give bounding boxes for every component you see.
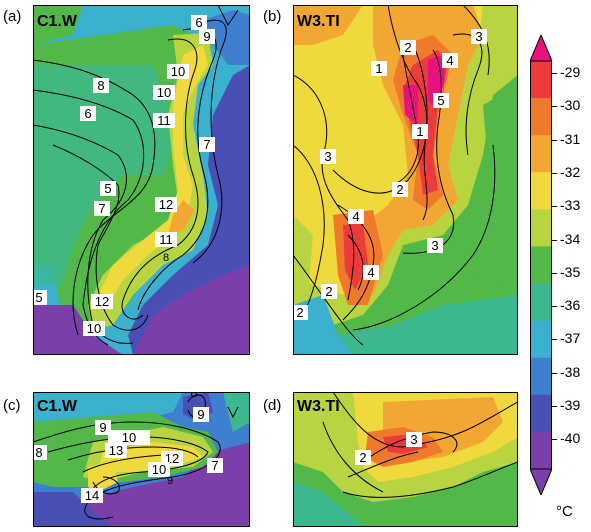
panel-a-title: C1.W: [37, 13, 78, 30]
contour-label: 5: [437, 93, 444, 108]
contour-label: 8: [163, 252, 169, 264]
colorbar-tick-label: -39: [560, 397, 581, 413]
contour-label: 12: [159, 197, 173, 212]
colorbar-bottom-extend: [530, 468, 552, 495]
colorbar-tick-label: -34: [560, 230, 581, 247]
colorbar-tick-label: -40: [560, 430, 581, 447]
contour-label: 4: [446, 53, 453, 68]
contour-label: 11: [159, 232, 173, 247]
panel-c-map: 8 9 8 9 10 13 12 10 7 9 14 C1.W: [33, 392, 250, 527]
colorbar-tick-mark: [552, 239, 557, 241]
panel-c-letter: (c): [3, 397, 21, 414]
colorbar-tick-mark: [552, 406, 557, 407]
contour-label: 10: [152, 462, 166, 477]
panel-d-title: W3.TI: [297, 398, 340, 415]
contour-label: 2: [404, 40, 411, 55]
colorbar-tick-mark: [552, 139, 557, 141]
colorbar-tick-label: -33: [560, 197, 581, 214]
colorbar-frame: [530, 60, 552, 470]
contour-label: 4: [367, 265, 374, 280]
contour-label: 1: [375, 61, 382, 76]
colorbar-segment: [530, 357, 552, 396]
contour-label: 3: [324, 149, 331, 164]
contour-label: 7: [98, 201, 105, 216]
colorbar-tick-mark: [552, 372, 557, 374]
panel-c-title: C1.W: [37, 398, 78, 415]
colorbar-segment: [530, 135, 552, 173]
colorbar-segment: [530, 320, 552, 359]
contour-label: 10: [171, 64, 185, 79]
contour-label: 3: [410, 432, 417, 447]
colorbar-tick-label: -37: [560, 330, 581, 347]
contour-label: 2: [359, 450, 366, 465]
contour-label: 14: [85, 488, 99, 503]
contour-label: 9: [197, 407, 204, 422]
colorbar-tick-label: -36: [560, 297, 581, 314]
panel-d-map: 3 2 W3.TI: [293, 392, 518, 527]
colorbar-top-extend: [530, 35, 552, 62]
colorbar-segment: [530, 209, 552, 247]
panel-d-letter: (d): [263, 397, 282, 414]
colorbar-tick-mark: [552, 306, 557, 308]
contour-label: 9: [167, 475, 173, 487]
colorbar-segment: [530, 431, 552, 469]
colorbar-tick-mark: [552, 73, 557, 74]
colorbar-tick-label: -29: [560, 64, 581, 80]
contour-label: 10: [122, 430, 136, 445]
contour-label: 5: [104, 181, 111, 196]
colorbar-tick-label: -31: [560, 130, 581, 147]
contour-label: 2: [296, 305, 303, 320]
contour-label: 2: [396, 182, 403, 197]
colorbar-tick-mark: [552, 272, 557, 274]
contour-label: 9: [203, 29, 210, 44]
colorbar-tick-label: -35: [560, 263, 581, 280]
contour-label: 10: [157, 85, 171, 100]
contour-label: 11: [157, 113, 171, 128]
colorbar-tick-mark: [552, 339, 557, 341]
contour-label: 4: [352, 209, 359, 224]
panel-b-title: W3.TI: [297, 13, 340, 30]
panel-b-letter: (b): [263, 8, 282, 25]
contour-label: 10: [87, 321, 101, 336]
colorbar: [530, 35, 552, 495]
colorbar-tick-mark: [552, 206, 557, 208]
contour-label: 3: [431, 238, 438, 253]
colorbar-tick-mark: [552, 106, 557, 108]
contour-label: 8: [190, 392, 197, 400]
panel-a-map: 6 9 8 10 6 10 11 7 5 7 12 11 8 5 12 10 C…: [33, 5, 250, 355]
colorbar-tick-label: -32: [560, 163, 581, 180]
panel-b-map: 2 3 1 4 5 1 3 2 4 3 4 2 2 W3.TI: [293, 5, 518, 355]
contour-label: 9: [99, 420, 106, 435]
colorbar-segment: [530, 246, 552, 285]
colorbar-segment: [530, 172, 552, 210]
colorbar-unit: °C: [556, 503, 573, 520]
colorbar-tick-label: -38: [560, 363, 581, 380]
contour-label: 8: [97, 78, 104, 93]
contour-label: 7: [211, 458, 218, 473]
contour-label: 2: [325, 284, 332, 299]
contour-label: 5: [35, 290, 42, 305]
contour-label: 13: [109, 443, 123, 458]
colorbar-segment: [530, 98, 552, 136]
colorbar-segment: [530, 283, 552, 322]
contour-label: 6: [84, 106, 91, 121]
colorbar-segment: [530, 394, 552, 433]
contour-label: 7: [203, 137, 210, 152]
colorbar-tick-mark: [552, 172, 557, 174]
panel-a-letter: (a): [3, 8, 22, 25]
contour-label: 12: [95, 294, 109, 309]
contour-label: 8: [35, 445, 42, 460]
colorbar-segment: [530, 61, 552, 99]
colorbar-tick-mark: [552, 439, 557, 441]
contour-label: 6: [195, 15, 202, 30]
contour-label: 1: [416, 124, 423, 139]
contour-label: 3: [475, 29, 482, 44]
colorbar-tick-label: -30: [560, 97, 581, 114]
